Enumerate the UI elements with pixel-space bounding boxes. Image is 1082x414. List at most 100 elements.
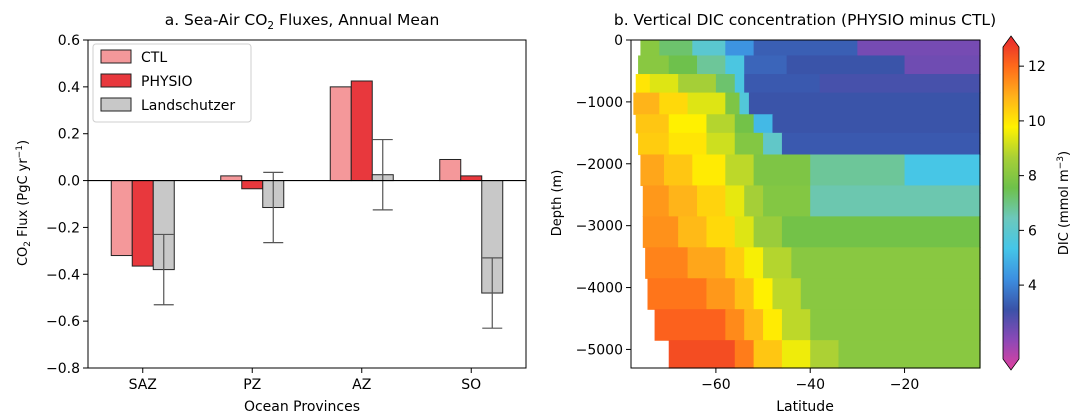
heatmap-cell [739,92,750,115]
error-bar-pz [263,171,284,244]
heatmap-cell [819,74,981,94]
bar-ctl-az [329,86,352,182]
x-tick-label: −20 [890,377,920,393]
panel-a-y-label-e: ) [16,140,31,145]
heatmap-cell [678,74,717,94]
panel-b-title: b. Vertical DIC concentration (PHYSIO mi… [614,11,996,29]
colorbar-label-a: DIC (mmol m [1057,169,1072,255]
panel-b-y-axis-label: Depth (m) [550,170,565,237]
heatmap-cell [635,114,670,134]
heatmap-cell [734,132,764,156]
error-bar-az [372,138,393,211]
heatmap-cell [786,55,906,75]
heatmap-cell [725,154,755,187]
heatmap-cell [838,340,981,369]
heatmap-cell [857,40,981,57]
panel-a-bar-chart: a. Sea-Air CO2 Fluxes, Annual Mean −0.8 −… [15,11,527,414]
heatmap-cell [687,92,726,115]
heatmap-cell [781,216,981,248]
heatmap-cell [781,340,811,369]
bar-physio-saz [131,180,154,267]
colorbar-tick-label: 8 [1028,169,1037,185]
heatmap-cell [642,185,670,217]
heatmap-cell [640,40,660,57]
heatmap-cell [706,278,736,310]
panel-b-x-ticks: −60 −40 −20 [701,368,919,393]
heatmap-cell [668,340,736,369]
heatmap-cell [772,114,981,134]
heatmap-cell [781,309,811,341]
heatmap-cell [791,247,981,279]
heatmap-cell [800,278,981,310]
panel-a-y-label-d: −1 [15,145,25,158]
heatmap-cell [640,154,665,187]
heatmap-cell [692,154,726,187]
panel-a-x-ticks: SAZ PZ AZ SO [129,368,481,393]
x-tick-label: −60 [701,377,731,393]
heatmap-cell [781,132,981,156]
heatmap-cell [664,154,693,187]
heatmap-cell [763,309,783,341]
heatmap-cell [697,185,726,217]
colorbar-tick-label: 10 [1028,114,1046,130]
bar-ctl-saz [110,180,133,257]
panel-a-title-main: a. Sea-Air CO [165,11,268,29]
panel-b-x-axis-label: Latitude [776,399,834,414]
panel-a-title: a. Sea-Air CO2 Fluxes, Annual Mean [165,11,440,32]
panel-a-plot-frame [87,39,527,369]
y-tick-label: −0.8 [46,361,80,377]
heatmap-cell [753,154,811,187]
heatmap-cell [744,55,788,75]
legend-swatch-ctl [100,49,132,64]
heatmap-cell [725,92,741,115]
colorbar-label-c: ) [1057,151,1072,156]
panel-b-plot-frame [630,39,981,369]
legend-swatch-physio [100,73,132,88]
panel-b-heatmap: b. Vertical DIC concentration (PHYSIO mi… [550,11,996,414]
legend-box [92,43,252,123]
heatmap-cell [810,340,840,369]
heatmap-cell [753,278,774,310]
legend-swatch-landschutzer [100,97,132,112]
heatmap-cell [659,92,689,115]
error-bar-so [482,257,503,329]
heatmap-cell [706,114,736,134]
heatmap-cell [734,216,755,248]
panel-a-error-bars [153,138,503,329]
legend-label-landschutzer: Landschutzer [141,98,235,114]
heatmap-cell [734,340,755,369]
heatmap-cell [810,309,981,341]
colorbar-gradient [1002,35,1020,371]
y-tick-label: −4000 [576,281,623,297]
heatmap-cell [810,185,981,217]
y-tick-label: −1000 [576,95,623,111]
colorbar: 4 6 8 10 12 DIC (mmol m−3) [1002,35,1072,371]
panel-a-y-axis-label: CO2 Flux (PgC yr−1) [15,140,33,266]
x-tick-label-saz: SAZ [129,377,157,393]
panel-b-y-ticks: 0 −1000 −2000 −3000 −4000 −5000 [576,33,631,358]
heatmap-cell [706,132,736,156]
colorbar-label: DIC (mmol m−3) [1056,151,1072,255]
panel-a-x-axis-label: Ocean Provinces [244,399,360,414]
heatmap-cell [763,185,811,217]
heatmap-cell [734,278,755,310]
heatmap-cell [772,278,802,310]
heatmap-cell [649,74,679,94]
legend-label-physio: PHYSIO [141,74,193,90]
heatmap-cell [734,74,745,94]
panel-a-title-subscript: 2 [267,20,274,32]
heatmap-cell [725,309,745,341]
heatmap-cell [904,154,981,187]
bar-ctl-pz [220,175,243,182]
heatmap-cell [748,92,981,115]
heatmap-cell [744,74,821,94]
heatmap-cell [638,55,670,75]
heatmap-cell [753,340,783,369]
bar-physio-pz [241,180,264,190]
heatmap-cell [725,185,745,217]
bar-physio-az [350,80,373,182]
heatmap-cell [753,216,783,248]
y-tick-label: −2000 [576,157,623,173]
heatmap-cell [810,154,906,187]
y-tick-label: 0.0 [58,174,80,190]
